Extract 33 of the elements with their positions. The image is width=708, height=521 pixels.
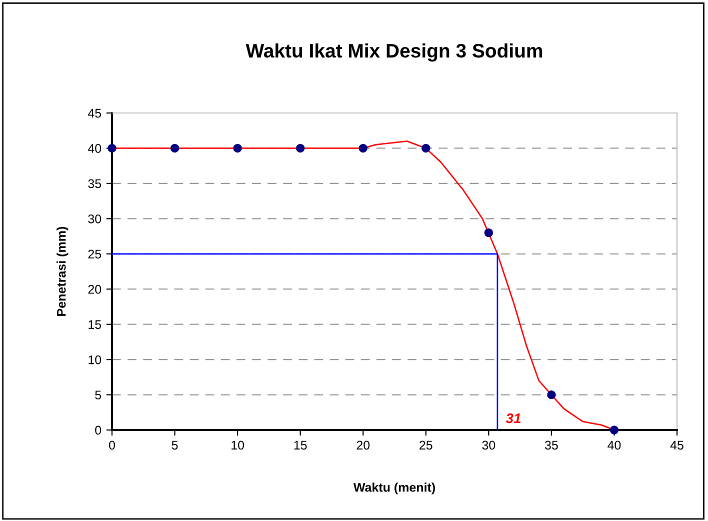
point: [296, 144, 305, 153]
point: [610, 426, 619, 434]
y-tick-label: 30: [88, 214, 102, 224]
point: [358, 144, 368, 153]
x-tick-label: 10: [232, 440, 244, 450]
point: [422, 144, 430, 153]
annotation: 31: [506, 413, 520, 424]
y-tick-label: 20: [88, 284, 102, 294]
point: [547, 390, 556, 400]
y-axis-title: Penetrasi (mm): [56, 226, 68, 316]
x-tick-label: 45: [670, 440, 684, 450]
point: [233, 144, 242, 153]
x-tick-label: 30: [482, 440, 496, 450]
x-tick-label: 20: [356, 440, 370, 450]
y-tick-label: 45: [88, 108, 102, 118]
y-tick-label: 0: [95, 426, 102, 435]
point: [108, 144, 116, 153]
x-tick-label: 35: [544, 440, 558, 450]
y-tick-label: 40: [88, 144, 102, 153]
y-tick-label: 10: [88, 355, 102, 364]
chart-title: Waktu Ikat Mix Design 3 Sodium: [246, 43, 542, 62]
point: [484, 228, 494, 238]
x-tick-label: 40: [608, 440, 621, 450]
x-tick-label: 5: [172, 440, 178, 450]
y-tick-label: 35: [88, 179, 102, 188]
y-tick-label: 25: [88, 250, 102, 259]
x-tick-label: 25: [420, 440, 432, 450]
x-tick-label: 0: [109, 440, 115, 450]
x-axis-title: Waktu (menit): [353, 482, 435, 494]
point: [170, 144, 180, 153]
y-tick-label: 15: [88, 320, 102, 329]
y-tick-label: 5: [95, 390, 102, 400]
x-tick-label: 15: [294, 440, 307, 450]
